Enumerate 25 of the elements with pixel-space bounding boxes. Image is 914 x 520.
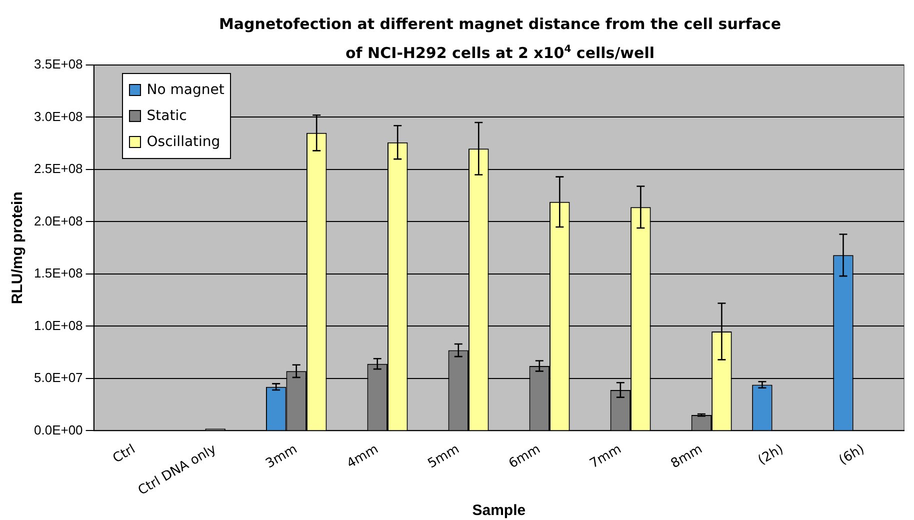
chart-title: Magnetofection at different magnet distance from the cell surface <box>218 14 782 35</box>
x-tick-label: 3mm <box>263 442 300 472</box>
y-tick-label: 3.0E+08 <box>34 108 83 124</box>
legend-label: Static <box>146 108 187 124</box>
chart-subtitle: of NCI-H292 cells at 2 x10$^{4}$ cells/well <box>344 43 656 64</box>
y-tick-label: 1.5E+08 <box>34 266 83 281</box>
x-tick-label: Ctrl <box>110 442 138 466</box>
x-tick-label: 7mm <box>588 442 624 472</box>
x-tick-label: 8mm <box>668 442 706 472</box>
legend-label: No magnet <box>146 82 224 98</box>
y-tick-label: 3.5E+08 <box>34 56 83 72</box>
y-axis-title: RLU/mg protein <box>9 192 26 304</box>
x-tick-label: 6mm <box>506 442 544 472</box>
x-tick-label: Ctrl DNA only <box>136 442 220 499</box>
y-tick-label: 0.0E+00 <box>34 422 83 438</box>
x-tick-label: 5mm <box>425 442 462 472</box>
legend-label: Oscillating <box>146 134 220 150</box>
y-tick-label: 2.0E+08 <box>34 213 83 228</box>
x-tick-label: (6h) <box>836 442 868 468</box>
y-tick-label: 5.0E+07 <box>34 370 83 386</box>
x-tick-label: (2h) <box>756 442 786 468</box>
x-tick-label: 4mm <box>344 442 382 472</box>
y-tick-label: 1.0E+08 <box>34 318 83 333</box>
y-tick-label: 2.5E+08 <box>34 161 83 176</box>
x-axis-title: Sample <box>472 502 526 520</box>
